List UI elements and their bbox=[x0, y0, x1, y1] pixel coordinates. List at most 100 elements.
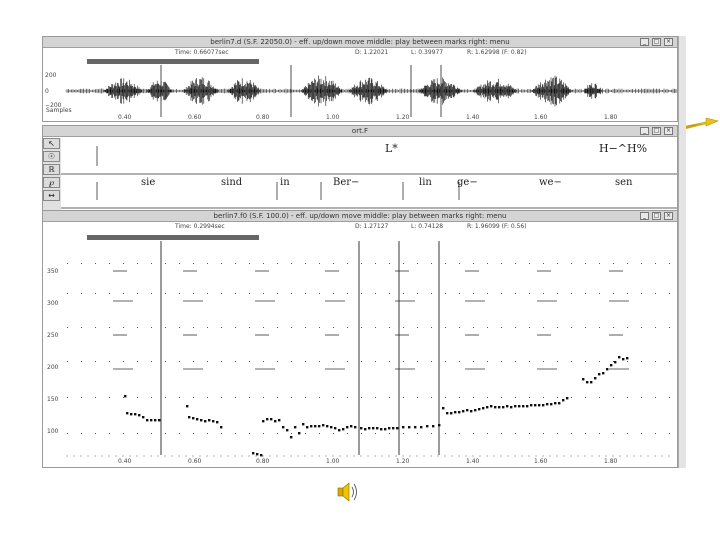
word-label-in[interactable]: in bbox=[280, 177, 290, 188]
grid-dot bbox=[627, 327, 628, 328]
grid-dot bbox=[95, 293, 96, 294]
grid-dot bbox=[179, 361, 180, 362]
grid-dot bbox=[515, 361, 516, 362]
grid-dot bbox=[333, 327, 334, 328]
grid-dot bbox=[333, 263, 334, 264]
f0-title-bar[interactable]: berlin7.f0 (S.F. 100.0) - eff. up/down m… bbox=[43, 211, 677, 222]
tone-label-boundary[interactable]: H−^H% bbox=[599, 142, 648, 155]
zoom-tool-icon[interactable]: ☉ bbox=[43, 151, 60, 162]
minimize-icon[interactable]: _ bbox=[640, 38, 649, 46]
f0-plot[interactable]: 350 300 250 200 150 100 0.40 0.60 0.80 1.00 1.20 1.… bbox=[43, 241, 677, 467]
grid-dot bbox=[515, 397, 516, 398]
pitch-tool-icon[interactable]: ℘ bbox=[43, 177, 60, 188]
grid-dot bbox=[585, 361, 586, 362]
grid-dot bbox=[529, 361, 530, 362]
grid-dot bbox=[277, 397, 278, 398]
minimize-icon[interactable]: _ bbox=[640, 212, 649, 220]
grid-dot bbox=[81, 293, 82, 294]
grid-dot bbox=[445, 361, 446, 362]
grid-dot bbox=[235, 293, 236, 294]
grid-dot bbox=[585, 293, 586, 294]
grid-dot bbox=[501, 263, 502, 264]
waveform-scroll-thumb[interactable] bbox=[87, 59, 259, 64]
grid-dot bbox=[669, 433, 670, 434]
word-label-sie[interactable]: sie bbox=[141, 177, 156, 188]
word-label-sind[interactable]: sind bbox=[221, 177, 243, 188]
waveform-x-tick: 0.40 bbox=[118, 114, 132, 121]
grid-dot bbox=[389, 397, 390, 398]
label-tool-icon[interactable]: ℝ bbox=[43, 164, 60, 175]
f0-y-tick: 150 bbox=[47, 396, 59, 403]
grid-dot bbox=[67, 433, 68, 434]
f0-point bbox=[204, 420, 207, 423]
f0-point bbox=[586, 381, 589, 384]
grid-dot bbox=[389, 327, 390, 328]
grid-dot bbox=[599, 361, 600, 362]
label-title-bar[interactable]: ort.F _ □ × bbox=[43, 126, 677, 137]
grid-dot bbox=[459, 433, 460, 434]
f0-point bbox=[368, 427, 371, 430]
grid-dot bbox=[417, 263, 418, 264]
grid-dot bbox=[529, 433, 530, 434]
word-label-lin[interactable]: lin bbox=[419, 177, 432, 188]
grid-dot bbox=[361, 397, 362, 398]
label-tiers[interactable] bbox=[61, 138, 677, 210]
grid-dot bbox=[515, 433, 516, 434]
grid-dot bbox=[193, 361, 194, 362]
grid-dot bbox=[123, 361, 124, 362]
word-label-sen[interactable]: sen bbox=[615, 177, 633, 188]
main-vertical-scrollbar[interactable] bbox=[678, 36, 686, 468]
grid-dot bbox=[305, 327, 306, 328]
minimize-icon[interactable]: _ bbox=[640, 127, 649, 135]
grid-dot bbox=[207, 293, 208, 294]
f0-point bbox=[554, 402, 557, 405]
f0-scroll-thumb[interactable] bbox=[87, 235, 259, 240]
waveform-title-bar[interactable]: berlin7.d (S.F. 22050.0) - eff. up/down … bbox=[43, 37, 677, 48]
grid-dot bbox=[305, 433, 306, 434]
f0-point bbox=[346, 426, 349, 429]
waveform-title: berlin7.d (S.F. 22050.0) - eff. up/down … bbox=[210, 38, 510, 46]
word-label-ber[interactable]: Ber− bbox=[333, 177, 360, 188]
grid-dot bbox=[655, 263, 656, 264]
f0-info-bar: Time: 0.2994sec D: 1.27127 L: 0.74128 R:… bbox=[43, 222, 677, 231]
grid-dot bbox=[347, 397, 348, 398]
grid-dot bbox=[515, 293, 516, 294]
grid-dot bbox=[137, 293, 138, 294]
grid-dot bbox=[669, 263, 670, 264]
close-icon[interactable]: × bbox=[664, 38, 673, 46]
close-icon[interactable]: × bbox=[664, 212, 673, 220]
grid-dot bbox=[459, 397, 460, 398]
f0-point bbox=[402, 426, 405, 429]
tone-label-l-star[interactable]: L* bbox=[385, 142, 398, 155]
select-tool-icon[interactable]: ↖ bbox=[43, 138, 60, 149]
word-label-we[interactable]: we− bbox=[539, 177, 562, 188]
grid-dot bbox=[221, 327, 222, 328]
grid-dot bbox=[235, 433, 236, 434]
f0-point bbox=[392, 427, 395, 430]
maximize-icon[interactable]: □ bbox=[652, 127, 661, 135]
f0-point bbox=[614, 361, 617, 364]
f0-point bbox=[376, 427, 379, 430]
grid-dot bbox=[67, 293, 68, 294]
f0-y-tick: 350 bbox=[47, 268, 59, 275]
grid-dot bbox=[557, 263, 558, 264]
waveform-y-tick: 0 bbox=[45, 88, 49, 95]
close-icon[interactable]: × bbox=[664, 127, 673, 135]
f0-x-tick: 1.40 bbox=[466, 458, 480, 465]
grid-dot bbox=[277, 263, 278, 264]
maximize-icon[interactable]: □ bbox=[652, 38, 661, 46]
grid-dot bbox=[207, 327, 208, 328]
grid-dot bbox=[361, 263, 362, 264]
grid-dot bbox=[137, 361, 138, 362]
word-label-ge[interactable]: ge− bbox=[457, 177, 478, 188]
speaker-icon[interactable] bbox=[336, 481, 362, 503]
grid-dot bbox=[249, 433, 250, 434]
grid-dot bbox=[375, 293, 376, 294]
range-tool-icon[interactable]: ↔ bbox=[43, 190, 60, 201]
f0-point bbox=[354, 426, 357, 429]
waveform-x-tick: 1.40 bbox=[466, 114, 480, 121]
grid-dot bbox=[445, 397, 446, 398]
waveform-plot[interactable]: 200 0 −200 0.40 0.60 0.80 1.00 1.20 1.40 1.60 1.80 bbox=[43, 65, 677, 121]
maximize-icon[interactable]: □ bbox=[652, 212, 661, 220]
f0-point bbox=[256, 453, 259, 456]
